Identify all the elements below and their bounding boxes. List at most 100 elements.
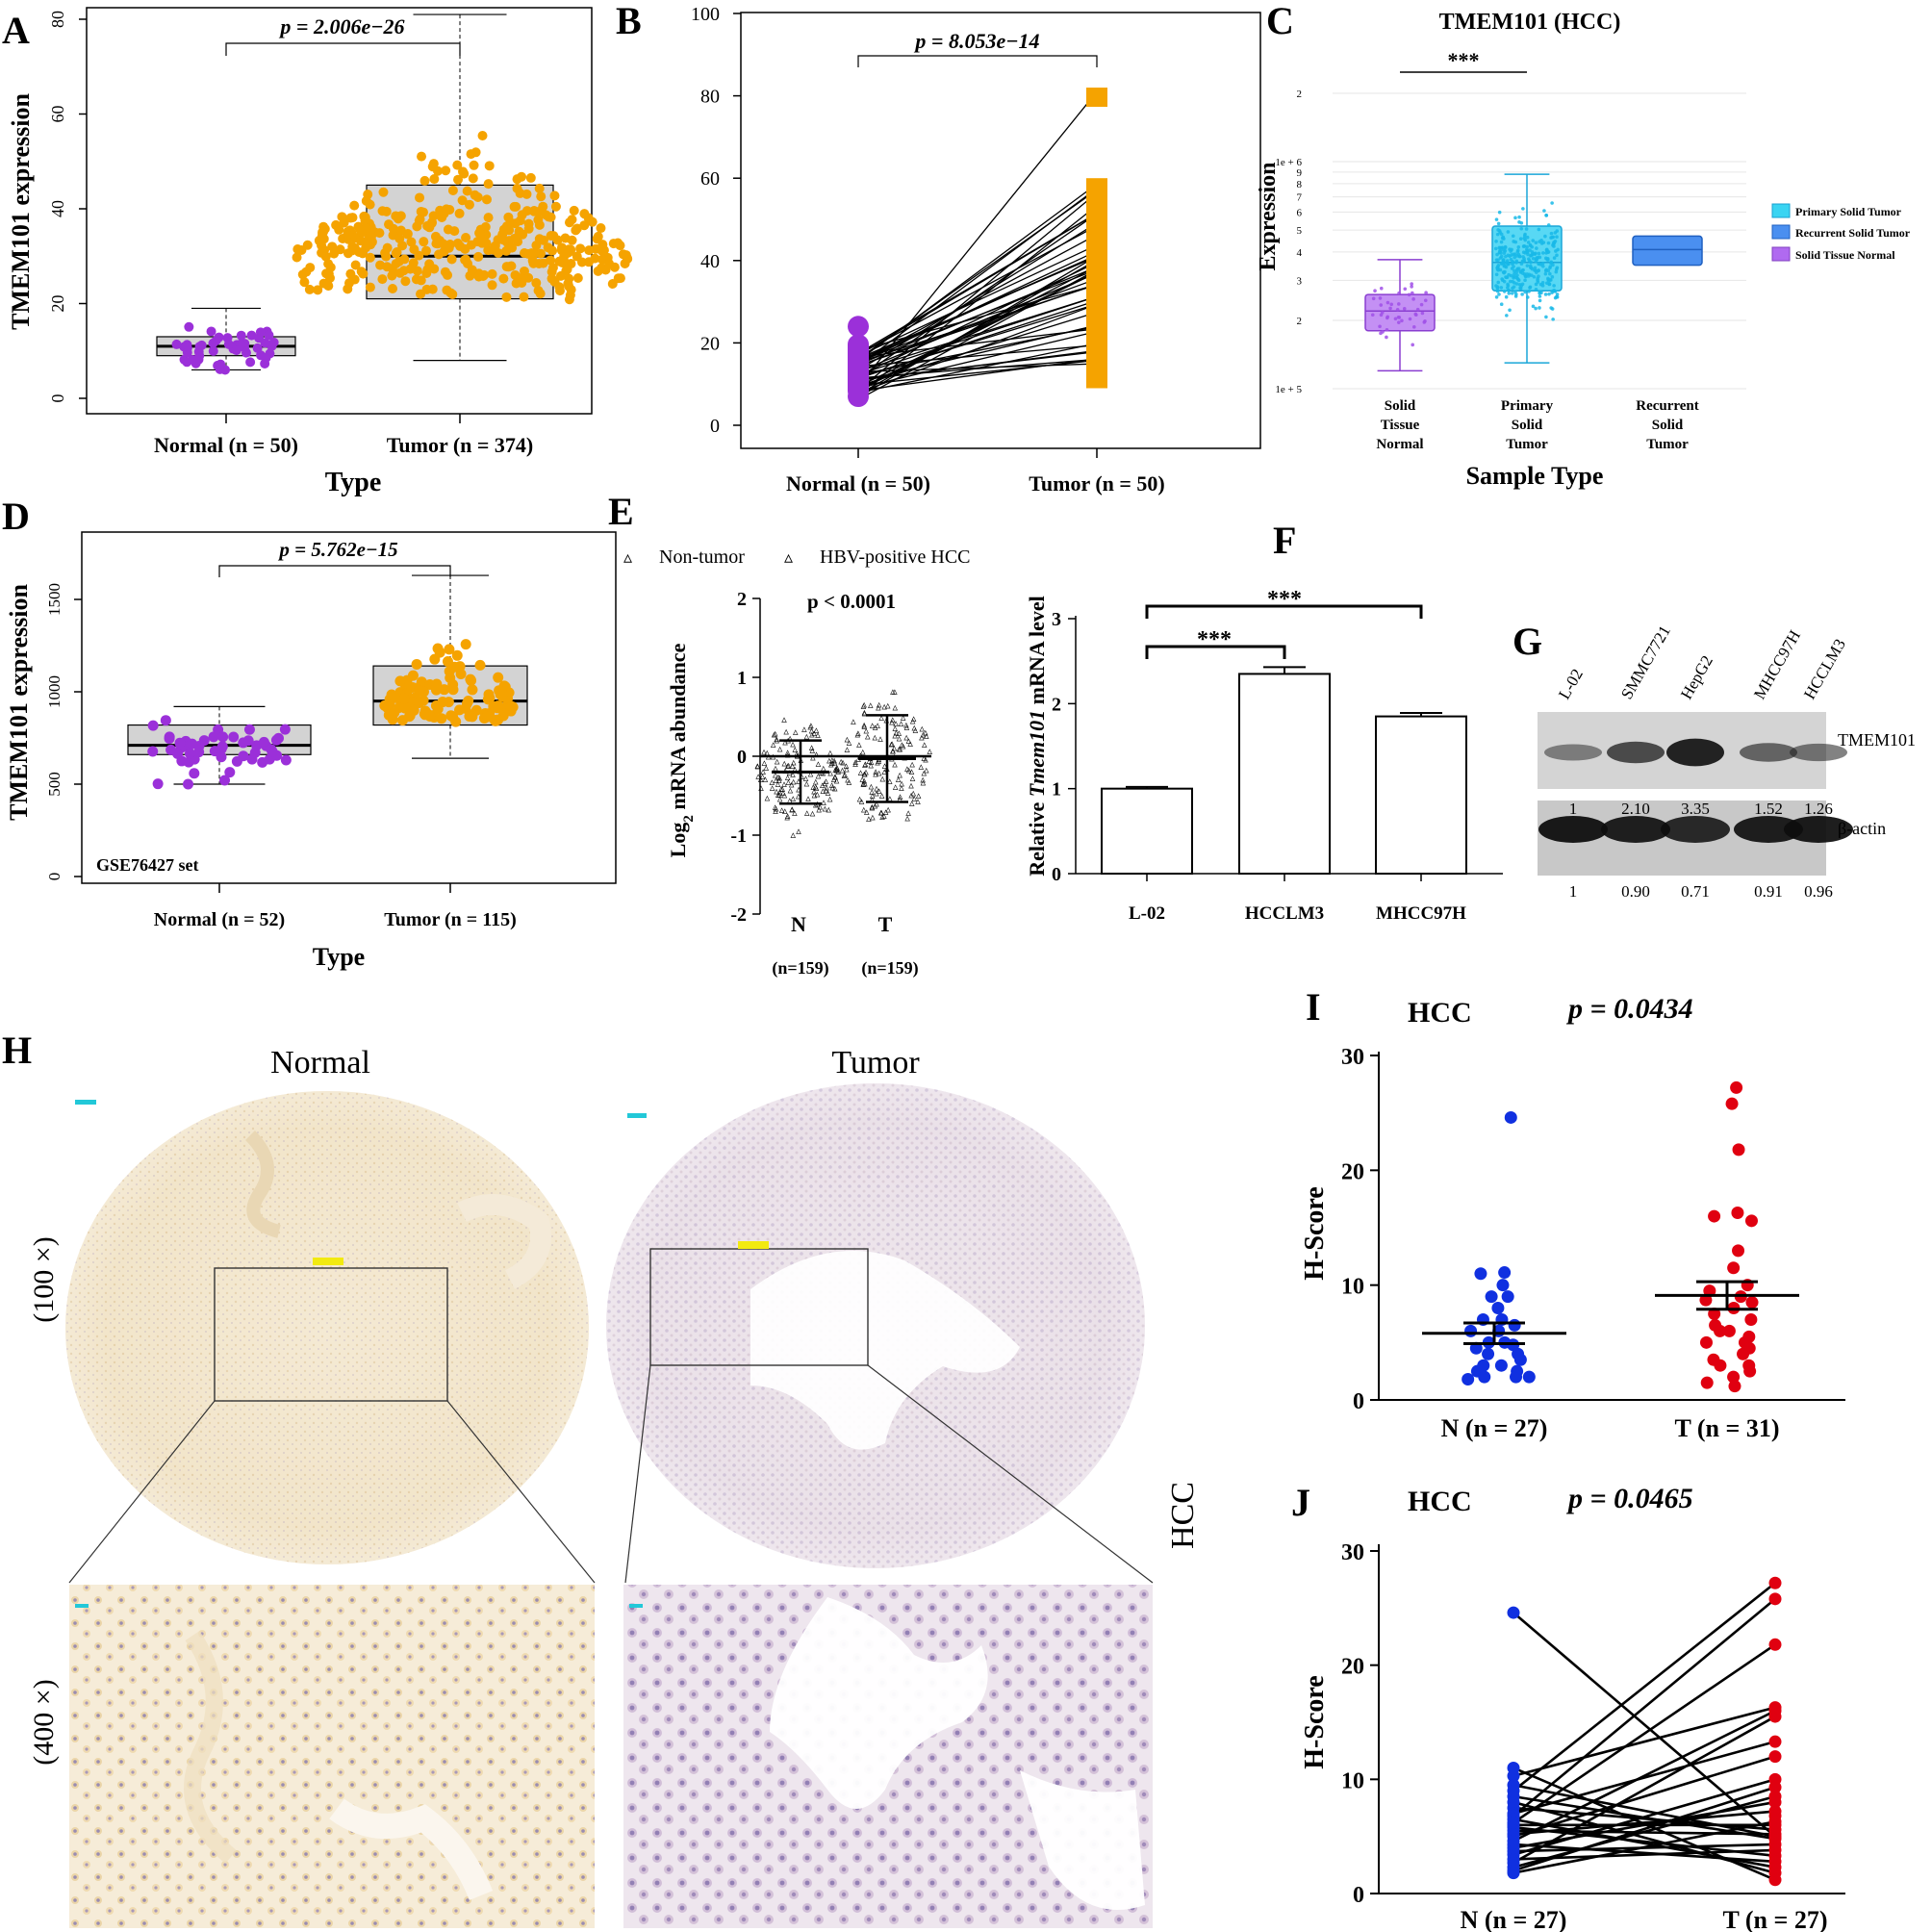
panel-e-marker: ▵ <box>832 771 838 782</box>
panel-e-marker: ▵ <box>781 757 787 769</box>
panel-b-pair-line <box>857 330 1098 390</box>
panel-c-dot <box>1531 304 1536 309</box>
panel-a-dot-tumor <box>461 233 471 243</box>
panel-e-marker: ▵ <box>878 712 884 724</box>
panel-c-ytick-label: 7 <box>1297 192 1303 204</box>
panel-e-marker: ▵ <box>834 764 840 775</box>
panel-e-marker: ▵ <box>814 724 820 736</box>
panel-a-dot-tumor <box>365 231 375 242</box>
panel-j-dot-t <box>1768 1750 1782 1764</box>
panel-e-xtick-t: T <box>878 912 893 936</box>
panel-e-marker: ▵ <box>828 759 834 771</box>
panel-a-dot-tumor <box>469 160 479 170</box>
blot-actin-value: 0.91 <box>1754 882 1783 901</box>
panel-j-pair-line <box>1513 1755 1776 1838</box>
panel-e-marker: ▵ <box>776 775 782 786</box>
panel-e-marker: ▵ <box>789 804 795 816</box>
panel-a-dot-tumor <box>597 245 607 256</box>
panel-c-dot <box>1410 282 1413 286</box>
panel-e-marker: ▵ <box>773 727 778 739</box>
panel-e-marker: ▵ <box>879 790 885 801</box>
panel-c-ytick-label: 6 <box>1297 207 1303 218</box>
panel-c-dot <box>1423 298 1428 303</box>
panel-d-xtick-tumor: Tumor (n = 115) <box>384 909 517 930</box>
panel-j-dot-t <box>1768 1576 1782 1589</box>
panel-a-dot-tumor <box>387 270 397 281</box>
panel-c-dot <box>1378 296 1383 300</box>
panel-e-marker: ▵ <box>900 739 905 750</box>
panel-c-dot <box>1501 258 1506 262</box>
panel-a-dot-tumor <box>429 174 440 185</box>
panel-c-xtick-label: Tumor <box>1646 437 1689 452</box>
panel-j-pvalue: p = 0.0465 <box>1565 1483 1693 1514</box>
blot-band-tmem101 <box>1666 738 1724 767</box>
panel-a-dot-normal <box>264 330 274 341</box>
panel-a-dot-tumor <box>547 245 558 256</box>
panel-c-ytick-label: 4 <box>1297 247 1303 259</box>
panel-a-dot-tumor <box>593 231 603 242</box>
panel-letter-f: F <box>1273 519 1296 562</box>
panel-d-dot-tumor <box>496 689 508 700</box>
panel-a-dot-normal <box>196 340 207 350</box>
panel-e-marker: ▵ <box>922 739 928 750</box>
panel-d-dot-tumor <box>434 647 445 658</box>
panel-e-marker: ▵ <box>862 721 868 732</box>
panel-c-dot <box>1538 291 1541 295</box>
panel-e-chart: ▵ Non-tumor ▵ HBV-positive HCC p < 0.000… <box>623 547 971 979</box>
panel-a-dot-tumor <box>394 233 405 243</box>
panel-a-dot-tumor <box>323 259 334 269</box>
panel-e-marker: ▵ <box>793 726 799 738</box>
panel-e-ytick-label: -2 <box>730 904 747 926</box>
panel-e-marker: ▵ <box>777 794 783 805</box>
panel-d-dot-tumor <box>398 693 410 704</box>
panel-c-dot <box>1397 291 1401 295</box>
panel-c-ytick-label: 8 <box>1297 179 1303 191</box>
panel-c-dot <box>1538 255 1542 260</box>
panel-a-dot-tumor <box>457 195 468 206</box>
panel-c-dot <box>1521 250 1526 254</box>
panel-e-marker: ▵ <box>863 758 869 770</box>
panel-a-dot-tumor <box>392 247 402 258</box>
panel-a-dot-tumor <box>335 244 345 255</box>
panel-c-dot <box>1503 244 1508 249</box>
panel-e-marker: ▵ <box>755 760 761 772</box>
panel-a-dot-tumor <box>378 187 389 197</box>
panel-a-dot-normal <box>216 359 226 369</box>
panel-a-dot-tumor <box>546 231 556 242</box>
panel-c-dot <box>1494 294 1499 299</box>
panel-e-marker: ▵ <box>898 743 903 754</box>
panel-c-xtick-label: Solid <box>1652 418 1684 433</box>
panel-e-marker: ▵ <box>901 741 906 752</box>
panel-e-marker: ▵ <box>899 718 904 729</box>
legend-non-tumor-marker: ▵ <box>623 547 632 567</box>
panel-letter-e: E <box>608 490 634 533</box>
panel-c-xlabel: Sample Type <box>1466 462 1604 490</box>
panel-c-dot <box>1527 290 1531 293</box>
panel-d-dot-normal <box>280 754 292 766</box>
legend-normal: Solid Tissue Normal <box>1795 248 1895 262</box>
panel-c-dot <box>1531 239 1536 242</box>
panel-i-dot-n <box>1478 1370 1491 1384</box>
panel-e-marker: ▵ <box>760 771 766 782</box>
panel-e-marker: ▵ <box>811 785 817 797</box>
panel-a-dot-tumor <box>380 247 391 258</box>
panel-e-marker: ▵ <box>792 744 798 755</box>
panel-e-marker: ▵ <box>790 829 796 841</box>
panel-e-marker: ▵ <box>834 764 840 775</box>
panel-f-sig-bracket <box>1145 604 1423 619</box>
panel-c-dot <box>1502 290 1507 293</box>
panel-c-dot <box>1400 318 1404 323</box>
panel-a-dot-tumor <box>420 245 431 256</box>
panel-a-dot-tumor <box>393 214 403 224</box>
panel-j-dot-t <box>1768 1781 1782 1794</box>
panel-a-dot-tumor <box>438 239 448 249</box>
panel-a-dot-tumor <box>365 282 375 292</box>
panel-e-marker: ▵ <box>877 733 883 745</box>
panel-c-dot <box>1512 285 1516 289</box>
panel-a-dot-tumor <box>564 281 574 292</box>
panel-e-marker: ▵ <box>869 756 875 768</box>
panel-i-ytick-label: 0 <box>1353 1389 1364 1414</box>
panel-d-dot-normal <box>160 715 171 726</box>
panel-a-dot-tumor <box>446 254 457 265</box>
panel-a-dot-tumor <box>447 289 458 299</box>
